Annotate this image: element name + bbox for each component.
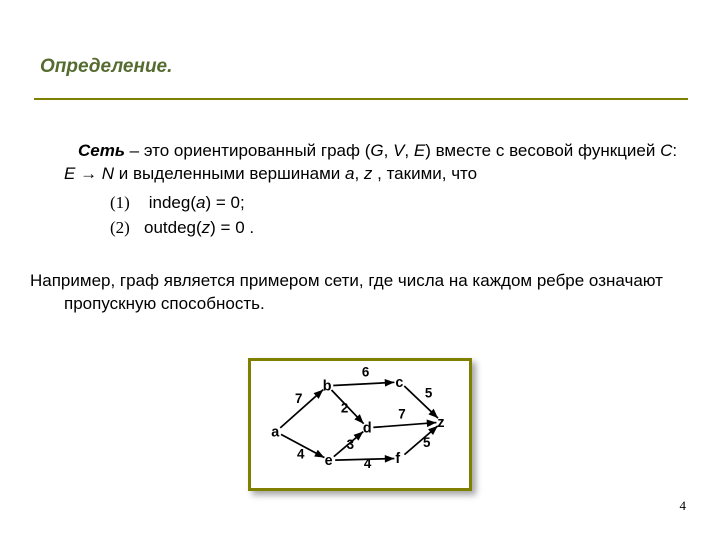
condition-2: (2)outdeg(z) = 0 . <box>110 217 690 240</box>
graph-node-z: z <box>437 415 444 431</box>
edge-weight: 6 <box>362 364 369 379</box>
arrowhead-icon <box>314 450 324 458</box>
edge-weight: 2 <box>341 401 348 416</box>
page-number: 4 <box>680 498 687 514</box>
graph-node-d: d <box>363 421 372 437</box>
graph-node-f: f <box>395 451 400 467</box>
edge-weight: 3 <box>347 437 354 452</box>
edge-weight: 4 <box>297 446 305 461</box>
edge-weight: 7 <box>295 391 302 406</box>
divider <box>34 98 688 100</box>
edge-weight: 7 <box>398 406 405 421</box>
slide: Определение. Сеть – это ориентированный … <box>0 0 720 540</box>
definition-paragraph: Сеть – это ориентированный граф (G, V, E… <box>30 140 690 186</box>
graph-frame: 746234755abcdefz <box>248 358 472 491</box>
edge-weight: 5 <box>425 385 433 400</box>
body-text: Сеть – это ориентированный граф (G, V, E… <box>30 140 690 316</box>
graph-node-c: c <box>395 375 403 391</box>
arrowhead-icon <box>385 455 395 463</box>
example-paragraph: Например, граф является примером сети, г… <box>30 270 690 316</box>
arrowhead-icon <box>385 379 395 387</box>
graph-node-a: a <box>271 424 280 440</box>
edge-weight: 5 <box>423 435 431 450</box>
network-graph: 746234755abcdefz <box>251 361 469 488</box>
graph-node-e: e <box>325 453 333 469</box>
term-network: Сеть <box>78 141 125 160</box>
edge-weight: 4 <box>364 456 372 471</box>
heading-definition: Определение. <box>40 56 172 78</box>
graph-node-b: b <box>323 379 332 395</box>
condition-1: (1) indeg(a) = 0; <box>110 192 690 215</box>
